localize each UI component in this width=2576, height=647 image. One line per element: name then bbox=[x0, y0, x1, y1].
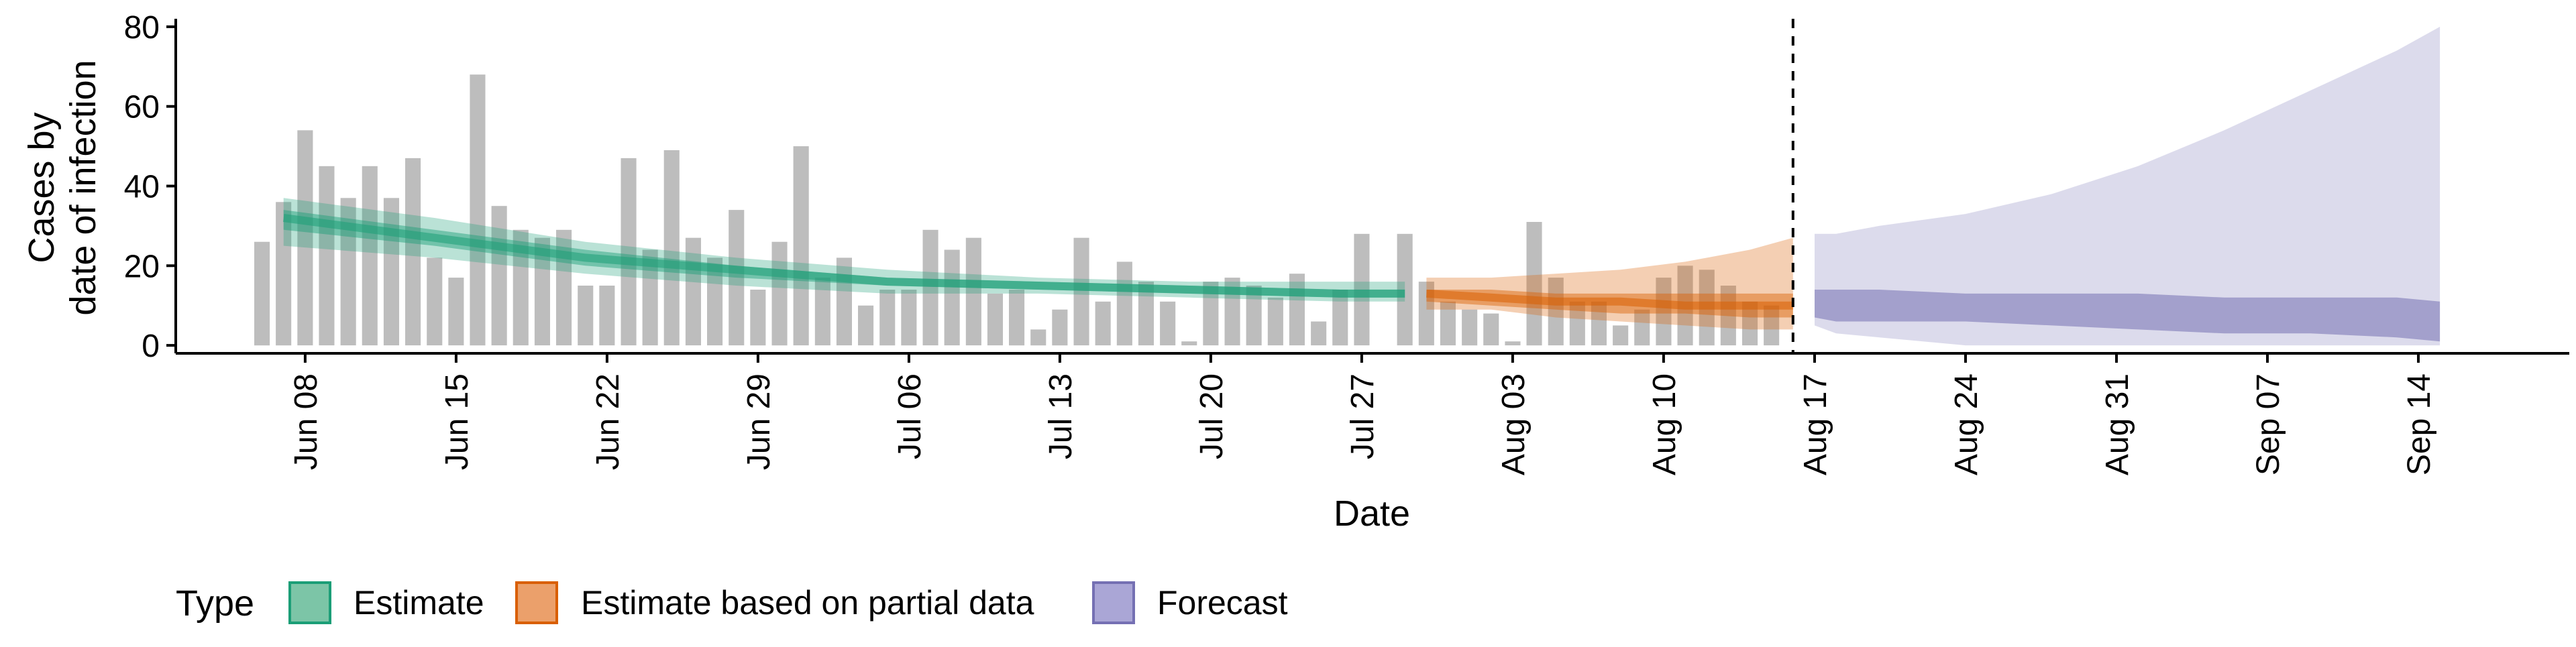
bar bbox=[254, 241, 270, 346]
bar bbox=[319, 166, 335, 346]
y-ticks-layer: 0 20 40 60 80 bbox=[124, 10, 176, 364]
legend: Type Estimate Estimate based on partial … bbox=[176, 581, 1288, 624]
bar bbox=[1440, 301, 1456, 346]
x-tick-label: Aug 17 bbox=[1798, 373, 1833, 475]
bar bbox=[879, 290, 896, 346]
bar bbox=[1009, 290, 1025, 346]
legend-label-partial: Estimate based on partial data bbox=[581, 584, 1034, 622]
bar bbox=[1591, 301, 1607, 346]
bar bbox=[427, 257, 443, 346]
x-tick-label: Sep 14 bbox=[2402, 373, 2437, 475]
x-tick-label: Aug 10 bbox=[1647, 373, 1682, 475]
bar bbox=[1311, 321, 1327, 346]
bar bbox=[621, 158, 637, 346]
bar bbox=[534, 237, 550, 346]
bar bbox=[642, 249, 658, 346]
bar bbox=[1160, 301, 1176, 346]
bar bbox=[858, 305, 874, 346]
x-axis-label: Date bbox=[1334, 493, 1410, 534]
bar bbox=[1548, 278, 1564, 346]
x-tick-label: Jun 15 bbox=[439, 373, 475, 470]
bar bbox=[1030, 329, 1046, 346]
bar bbox=[814, 278, 830, 346]
legend-key-forecast bbox=[1092, 581, 1135, 624]
bar bbox=[362, 166, 378, 346]
x-tick-label: Jun 22 bbox=[590, 373, 626, 470]
legend-key-partial bbox=[515, 581, 558, 624]
band-90-forecast bbox=[1815, 26, 2440, 346]
bar bbox=[1181, 341, 1197, 346]
bar bbox=[1203, 282, 1219, 346]
bar bbox=[1526, 222, 1542, 346]
bar bbox=[1332, 290, 1348, 346]
x-tick-label: Jun 29 bbox=[741, 373, 777, 470]
bar bbox=[1569, 301, 1585, 346]
y-axis-label-line2: date of infection bbox=[63, 60, 103, 315]
x-tick-label: Jun 08 bbox=[288, 373, 324, 470]
bar bbox=[491, 206, 507, 346]
bar bbox=[1613, 325, 1629, 346]
bar bbox=[729, 210, 745, 346]
x-tick-label: Sep 07 bbox=[2251, 373, 2286, 475]
median-line-partial bbox=[1426, 289, 1793, 310]
x-tick-label: Jul 13 bbox=[1043, 373, 1079, 459]
bar bbox=[987, 293, 1003, 346]
bar bbox=[1720, 286, 1736, 346]
bar bbox=[1138, 282, 1154, 346]
x-tick-label: Jul 20 bbox=[1194, 373, 1230, 459]
legend-title: Type bbox=[176, 583, 254, 624]
bar bbox=[663, 150, 680, 346]
y-tick-label: 20 bbox=[124, 249, 160, 284]
bar bbox=[922, 229, 938, 346]
y-axis-label-line1: Cases by bbox=[21, 112, 62, 263]
bar bbox=[901, 290, 917, 346]
x-tick-label: Aug 31 bbox=[2100, 373, 2135, 475]
bar bbox=[276, 202, 292, 346]
bar bbox=[707, 257, 723, 346]
bar bbox=[578, 286, 594, 346]
bar bbox=[750, 290, 766, 346]
bar bbox=[340, 198, 356, 346]
bar bbox=[470, 74, 486, 346]
x-ticks-layer: Jun 08 Jun 15 Jun 22 Jun 29 Jul 06 Jul 13 Jul … bbox=[288, 353, 2437, 475]
bar bbox=[1246, 286, 1262, 346]
bar bbox=[513, 229, 529, 346]
bar bbox=[1267, 297, 1283, 346]
legend-label-estimate: Estimate bbox=[354, 584, 484, 622]
x-tick-label: Jul 06 bbox=[892, 373, 928, 459]
median-line-estimate bbox=[282, 214, 1405, 298]
y-tick-label: 0 bbox=[142, 329, 160, 364]
y-tick-label: 80 bbox=[124, 10, 160, 46]
x-tick-label: Aug 03 bbox=[1496, 373, 1532, 475]
x-tick-label: Aug 24 bbox=[1949, 373, 1984, 475]
bar bbox=[1742, 301, 1758, 346]
bar bbox=[944, 249, 960, 346]
band-50-forecast bbox=[1815, 290, 2440, 342]
x-tick-label: Jul 27 bbox=[1345, 373, 1381, 459]
bar bbox=[1073, 237, 1089, 346]
bar bbox=[1116, 261, 1132, 346]
bar bbox=[1095, 301, 1111, 346]
bar bbox=[405, 158, 421, 346]
bar bbox=[965, 237, 981, 346]
y-tick-label: 40 bbox=[124, 170, 160, 205]
bar bbox=[793, 146, 809, 346]
bar bbox=[1505, 341, 1521, 346]
legend-key-estimate bbox=[288, 581, 331, 624]
bar bbox=[297, 130, 313, 346]
bar bbox=[1764, 305, 1780, 346]
bar bbox=[1634, 309, 1650, 346]
bar bbox=[771, 241, 788, 346]
y-tick-label: 60 bbox=[124, 90, 160, 125]
bar bbox=[1052, 309, 1068, 346]
bands-layer bbox=[282, 26, 2440, 346]
bar bbox=[1483, 313, 1499, 346]
legend-label-forecast: Forecast bbox=[1157, 584, 1288, 622]
bar bbox=[1656, 278, 1672, 346]
bar bbox=[599, 286, 615, 346]
bar bbox=[448, 278, 464, 346]
bar bbox=[1462, 309, 1478, 346]
